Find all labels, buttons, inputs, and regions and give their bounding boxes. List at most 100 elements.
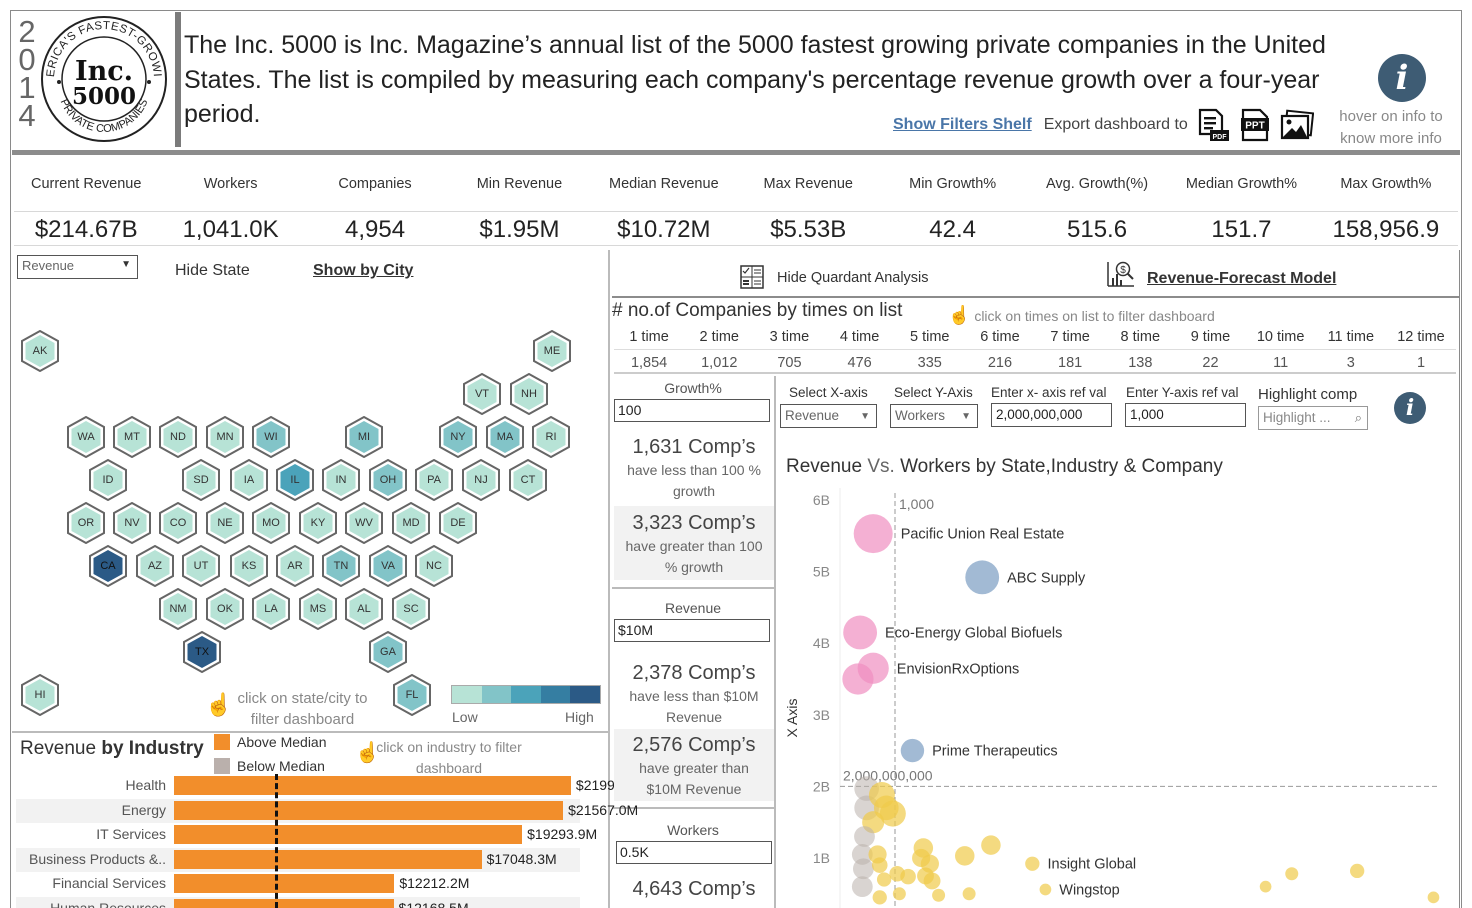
industry-bar-row[interactable]: Financial Services $12212.2M [16,872,580,896]
x-axis-select[interactable]: Revenue ▼ [780,404,877,428]
times-on-list-column[interactable]: 11 time 3 [1315,326,1386,374]
y-axis-select[interactable]: Workers ▼ [890,404,978,428]
industry-bar-row[interactable]: Business Products &.. $17048.3M [16,847,580,872]
pdf-icon[interactable]: PDF [1196,108,1230,142]
state-hex-wv[interactable]: WV [345,502,383,544]
legend-below-median[interactable]: Below Median [237,758,325,774]
state-hex-vt[interactable]: VT [463,373,501,415]
times-on-list-column[interactable]: 2 time 1,012 [684,326,755,374]
state-hex-fl[interactable]: FL [393,674,431,716]
times-on-list-column[interactable]: 10 time 11 [1245,326,1316,374]
state-hex-ny[interactable]: NY [439,416,477,458]
state-hex-ut[interactable]: UT [182,545,220,587]
scatter-point[interactable] [892,887,906,901]
scatter-point[interactable] [842,663,874,695]
scatter-point[interactable] [932,888,946,902]
show-by-city-link[interactable]: Show by City [313,262,414,279]
industry-bar-row[interactable]: IT Services $19293.9M [16,823,597,847]
scatter-point[interactable] [879,800,906,827]
workers-threshold-input[interactable]: 0.5K [616,841,772,864]
state-hex-oh[interactable]: OH [369,459,407,501]
scatter-point[interactable] [1039,883,1052,896]
state-hex-md[interactable]: MD [392,502,430,544]
scatter-point[interactable] [854,826,875,847]
x-ref-input[interactable]: 2,000,000,000 [991,403,1112,427]
state-hex-il[interactable]: IL [276,459,314,501]
state-hex-wi[interactable]: WI [252,416,290,458]
times-on-list-column[interactable]: 6 time 216 [964,326,1036,374]
scatter-point[interactable] [1350,863,1365,879]
state-hex-nm[interactable]: NM [159,588,197,630]
scatter-point[interactable] [852,858,874,880]
highlight-company-input[interactable]: Highlight ... ⌕ [1258,406,1368,430]
industry-bar[interactable] [174,874,395,893]
growth-threshold-input[interactable]: 100 [614,399,770,422]
scatter-point[interactable] [872,890,887,905]
scatter-point[interactable] [1025,856,1040,871]
state-hex-de[interactable]: DE [439,502,477,544]
industry-bar-row[interactable]: Health $21998.0M [16,774,646,798]
state-hex-mi[interactable]: MI [345,416,383,458]
scatter-info-icon[interactable]: i [1394,392,1426,424]
state-hex-az[interactable]: AZ [136,545,174,587]
revenue-forecast-model-link[interactable]: Revenue-Forecast Model [1147,270,1337,287]
state-hex-nv[interactable]: NV [113,502,151,544]
scatter-point[interactable] [962,887,976,901]
state-hex-ma[interactable]: MA [486,416,524,458]
state-hex-nd[interactable]: ND [159,416,197,458]
state-hex-ak[interactable]: AK [21,330,59,372]
state-hex-ok[interactable]: OK [206,588,244,630]
hide-quadrant-analysis-button[interactable]: Hide Quardant Analysis [777,270,929,286]
info-icon[interactable]: i [1378,54,1426,102]
scatter-point[interactable] [1285,867,1299,881]
state-hex-tx[interactable]: TX [183,631,221,673]
times-on-list-column[interactable]: 1 time 1,854 [614,326,685,374]
times-on-list-column[interactable]: 5 time 335 [894,326,965,374]
revenue-threshold-input[interactable]: $10M [614,619,770,642]
state-hex-ky[interactable]: KY [299,502,337,544]
show-filters-shelf-link[interactable]: Show Filters Shelf [893,116,1032,133]
state-hex-mn[interactable]: MN [206,416,244,458]
scatter-point[interactable] [851,876,873,898]
times-on-list-column[interactable]: 4 time 476 [824,326,895,374]
legend-above-median[interactable]: Above Median [237,734,327,750]
industry-bar[interactable] [174,849,482,869]
state-hex-wa[interactable]: WA [67,416,105,458]
state-hex-sc[interactable]: SC [392,588,430,630]
scatter-point[interactable] [1427,891,1440,904]
state-hex-ia[interactable]: IA [230,459,268,501]
state-hex-ca[interactable]: CA [89,545,127,587]
industry-bar[interactable] [174,776,571,795]
state-hex-tn[interactable]: TN [322,545,360,587]
state-hex-pa[interactable]: PA [415,459,453,501]
y-ref-input[interactable]: 1,000 [1125,403,1246,427]
state-hex-me[interactable]: ME [533,330,571,372]
industry-bar[interactable] [174,898,394,908]
times-on-list-column[interactable]: 12 time 1 [1385,326,1457,374]
state-hex-ms[interactable]: MS [299,588,337,630]
scatter-point[interactable] [1259,880,1272,893]
state-hex-nj[interactable]: NJ [462,459,500,501]
state-hex-nh[interactable]: NH [510,373,548,415]
state-hex-or[interactable]: OR [67,502,105,544]
state-hex-hi[interactable]: HI [21,674,59,716]
scatter-point[interactable] [900,868,916,885]
hide-state-button[interactable]: Hide State [175,262,250,279]
ppt-icon[interactable]: PPT [1238,108,1272,142]
state-hex-ga[interactable]: GA [369,631,407,673]
state-hex-sd[interactable]: SD [182,459,220,501]
state-hex-co[interactable]: CO [159,502,197,544]
scatter-point[interactable] [900,738,925,763]
scatter-point[interactable] [843,615,878,650]
image-icon[interactable] [1280,108,1314,142]
scatter-point[interactable] [871,857,888,873]
scatter-point[interactable] [965,560,1000,595]
scatter-point[interactable] [853,514,893,554]
state-hex-ct[interactable]: CT [509,459,547,501]
state-hex-ri[interactable]: RI [532,416,570,458]
times-on-list-column[interactable]: 8 time 138 [1105,326,1176,374]
state-hex-id[interactable]: ID [89,459,127,501]
scatter-point[interactable] [981,835,1001,855]
scatter-point[interactable] [876,872,892,887]
industry-bar[interactable] [174,800,564,820]
